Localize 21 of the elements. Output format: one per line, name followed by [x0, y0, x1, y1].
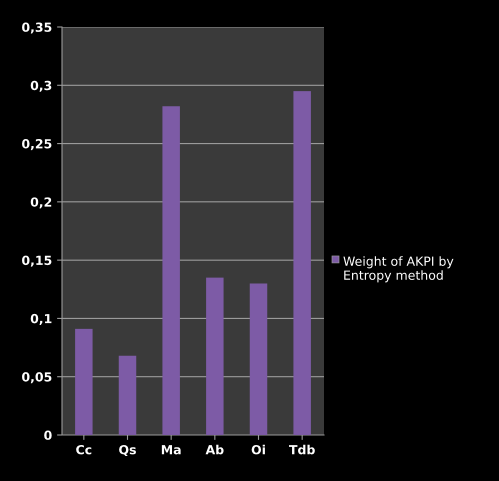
x-tick-label: Oi: [252, 444, 265, 454]
x-tick-label: Ab: [206, 444, 224, 454]
y-tick-label: 0,1: [30, 314, 52, 325]
y-tick-label: 0,05: [22, 372, 52, 384]
bar: [162, 106, 180, 435]
bar: [293, 91, 311, 435]
bar: [250, 283, 268, 435]
y-tick-label: 0,3: [30, 80, 52, 92]
y-tick-label: 0,35: [22, 22, 52, 34]
y-tick-label: 0,15: [22, 256, 52, 267]
y-tick-label: 0,25: [22, 139, 52, 150]
x-tick-label: Cc: [76, 444, 92, 454]
x-tick-label: Ma: [162, 445, 181, 454]
y-tick-label: 0,2: [30, 197, 52, 208]
bar: [206, 278, 224, 435]
x-tick-label: Tdb: [289, 444, 315, 454]
x-tick-label: Qs: [119, 444, 136, 456]
y-tick-label: 0: [44, 430, 52, 440]
bar: [118, 356, 136, 435]
legend-label: Weight of AKPI by Entropy method: [343, 256, 454, 282]
bar: [75, 328, 93, 435]
